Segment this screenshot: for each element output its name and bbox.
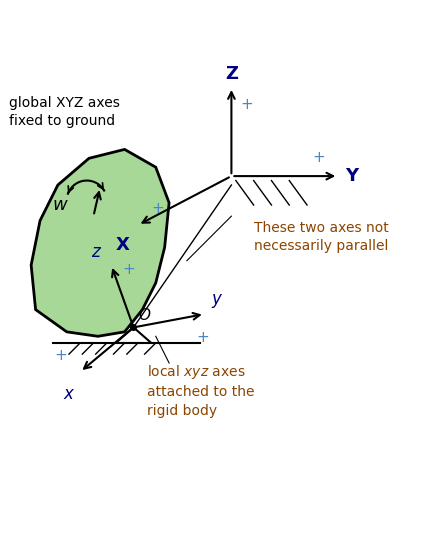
Text: +: + (54, 348, 67, 363)
Text: $w$: $w$ (52, 196, 69, 214)
Text: $y$: $y$ (211, 292, 224, 310)
Text: $O$: $O$ (138, 307, 151, 323)
Text: local $xyz$ axes
attached to the
rigid body: local $xyz$ axes attached to the rigid b… (147, 363, 255, 418)
Text: global XYZ axes
fixed to ground: global XYZ axes fixed to ground (9, 96, 120, 128)
Text: +: + (312, 150, 325, 165)
Text: $x$: $x$ (63, 385, 76, 403)
Polygon shape (31, 150, 169, 336)
Text: +: + (196, 330, 209, 345)
Polygon shape (116, 327, 151, 343)
Text: X: X (115, 236, 129, 254)
Text: Y: Y (345, 167, 358, 185)
Text: +: + (122, 262, 135, 277)
Text: +: + (151, 201, 164, 216)
Text: +: + (240, 98, 253, 112)
Text: These two axes not
necessarily parallel: These two axes not necessarily parallel (254, 221, 388, 253)
Text: $z$: $z$ (91, 243, 102, 261)
Text: Z: Z (225, 65, 238, 83)
